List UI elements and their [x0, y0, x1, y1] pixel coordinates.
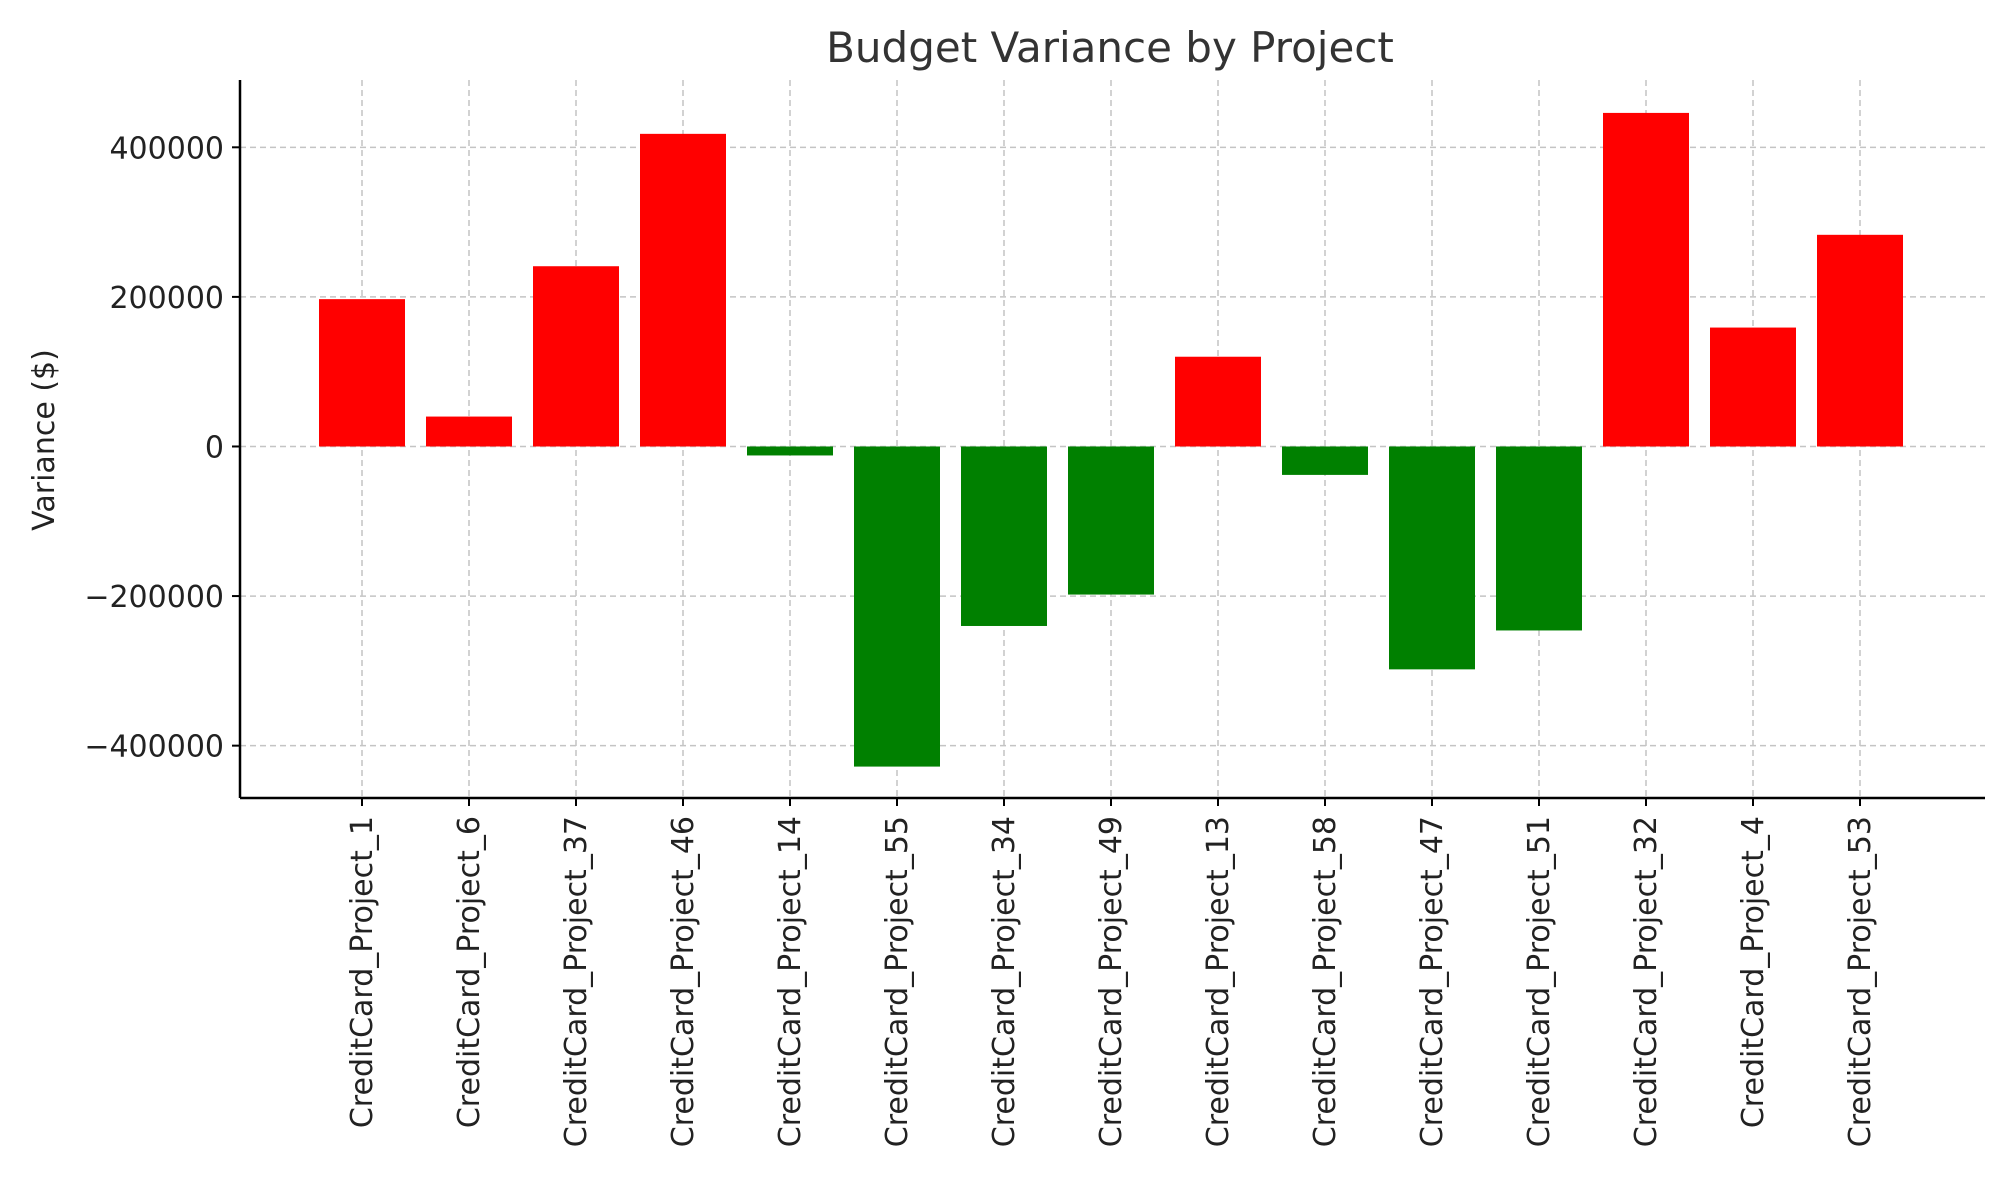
y-tick-label: −200000 [84, 580, 224, 615]
y-tick-label: −400000 [84, 730, 224, 765]
bar-creditcard-project-55 [854, 446, 940, 767]
x-tick-label: CreditCard_Project_32 [1629, 816, 1664, 1147]
axis-layer [238, 80, 1985, 800]
bar-creditcard-project-49 [1068, 446, 1154, 595]
bar-creditcard-project-58 [1282, 446, 1368, 475]
bar-creditcard-project-32 [1603, 112, 1689, 447]
y-ticks: −400000 −200000 0 200000 400000 [84, 131, 240, 765]
y-tick-label: 200000 [109, 281, 224, 316]
x-tick-label: CreditCard_Project_49 [1094, 816, 1129, 1147]
x-tick-label: CreditCard_Project_1 [345, 816, 380, 1128]
x-tick-label: CreditCard_Project_46 [666, 816, 701, 1147]
x-tick-label: CreditCard_Project_47 [1415, 816, 1450, 1147]
bar-creditcard-project-47 [1389, 446, 1475, 670]
bar-creditcard-project-14 [747, 446, 833, 456]
x-tick-label: CreditCard_Project_14 [773, 816, 808, 1147]
bar-creditcard-project-4 [1710, 327, 1796, 447]
x-tick-label: CreditCard_Project_4 [1736, 816, 1771, 1128]
x-tick-label: CreditCard_Project_55 [880, 816, 915, 1147]
x-tick-label: CreditCard_Project_34 [987, 816, 1022, 1147]
bar-creditcard-project-1 [319, 299, 405, 447]
bar-creditcard-project-6 [426, 416, 512, 447]
y-axis-label: Variance ($) [27, 349, 62, 531]
x-tick-label: CreditCard_Project_37 [559, 816, 594, 1147]
bar-creditcard-project-53 [1817, 234, 1903, 447]
y-tick-label: 400000 [109, 131, 224, 166]
y-tick-label: 0 [205, 430, 224, 465]
x-tick-label: CreditCard_Project_51 [1522, 816, 1557, 1147]
x-tick-label: CreditCard_Project_6 [452, 816, 487, 1128]
x-tick-label: CreditCard_Project_13 [1201, 816, 1236, 1147]
chart-title: Budget Variance by Project [826, 23, 1394, 72]
bar-creditcard-project-34 [961, 446, 1047, 626]
bar-creditcard-project-13 [1175, 356, 1261, 447]
bar-creditcard-project-46 [640, 133, 726, 447]
x-tick-label: CreditCard_Project_53 [1843, 816, 1878, 1147]
bar-creditcard-project-51 [1496, 446, 1582, 631]
bar-layer [319, 112, 1903, 767]
x-ticks: CreditCard_Project_1 CreditCard_Project_6… [345, 798, 1878, 1147]
x-tick-label: CreditCard_Project_58 [1308, 816, 1343, 1147]
bar-creditcard-project-37 [533, 266, 619, 447]
